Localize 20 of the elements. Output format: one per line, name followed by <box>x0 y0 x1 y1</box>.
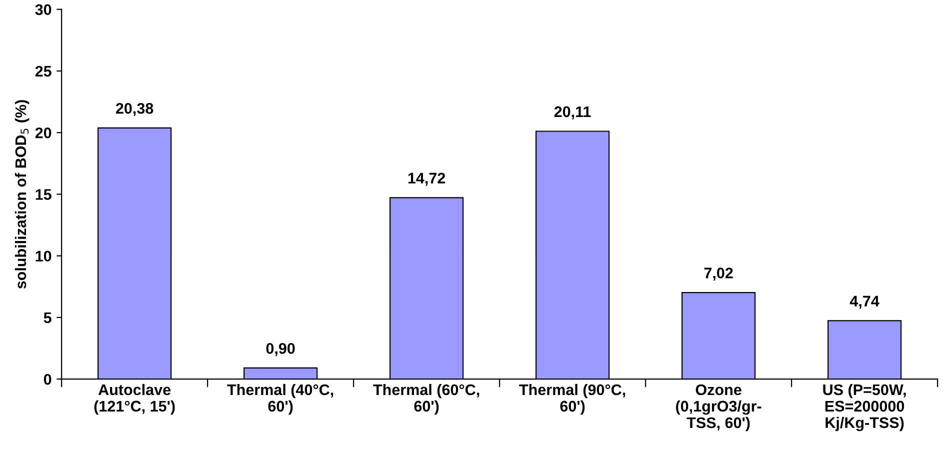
x-tick-label: US (P=50W, ES=200000 Kj/Kg-TSS) <box>823 384 906 432</box>
x-tick-label: Ozone (0,1grO3/gr- TSS, 60') <box>676 384 762 432</box>
data-label: 4,74 <box>850 296 880 309</box>
x-tick-label: Thermal (60°C, 60') <box>373 384 480 415</box>
data-label: 0,90 <box>266 343 295 356</box>
x-tick-label: Autoclave (121°C, 15') <box>94 384 175 415</box>
x-tick-label: Thermal (40°C, 60') <box>227 384 334 415</box>
data-label: 20,11 <box>554 106 591 120</box>
data-label: 7,02 <box>704 268 733 281</box>
data-label: 14,72 <box>408 172 446 186</box>
y-tick-label: 10 <box>36 250 52 262</box>
data-label: 20,38 <box>116 102 154 116</box>
y-tick-label: 5 <box>44 312 52 324</box>
x-tick-label: Thermal (90°C, 60') <box>519 384 626 415</box>
y-tick-label: 0 <box>44 374 52 385</box>
y-tick-label: 15 <box>36 189 52 200</box>
y-tick-label: 30 <box>35 4 52 16</box>
y-tick-label: 25 <box>35 66 52 77</box>
y-tick-label: 20 <box>35 127 52 138</box>
y-axis-title: solubilization of BOD$_{5}$ (%) <box>14 100 30 289</box>
